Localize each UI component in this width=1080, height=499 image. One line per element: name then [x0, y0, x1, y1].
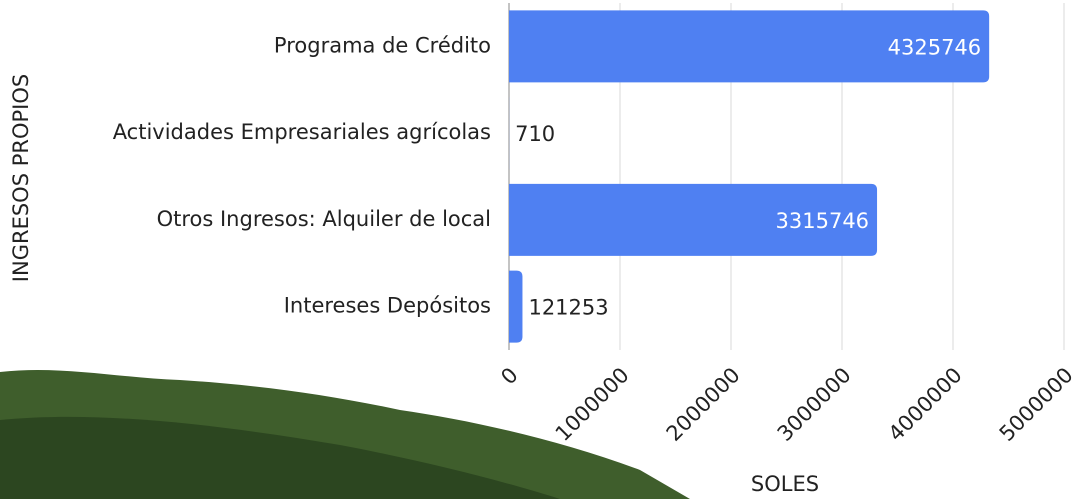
data-label: 121253	[528, 296, 608, 320]
y-axis-title: INGRESOS PROPIOS	[9, 74, 33, 282]
x-tick-label: 4000000	[884, 363, 967, 446]
x-tick-label: 3000000	[773, 363, 856, 446]
data-label: 710	[515, 122, 555, 146]
bar	[509, 271, 522, 343]
chart: SOLES INGRESOS PROPIOS 0 1000000 2000000 30…	[0, 0, 1080, 499]
x-tick-label: 5000000	[995, 363, 1078, 446]
x-axis-title: SOLES	[751, 472, 819, 496]
x-tick-label: 2000000	[662, 363, 745, 446]
x-tick-label: 1000000	[551, 363, 634, 446]
y-tick-label: Otros Ingresos: Alquiler de local	[157, 207, 491, 231]
y-tick-label: Intereses Depósitos	[284, 294, 491, 318]
x-tick-label: 0	[496, 363, 522, 389]
data-label: 4325746	[888, 35, 982, 59]
y-tick-label: Programa de Crédito	[274, 33, 491, 57]
y-tick-label: Actividades Empresariales agrícolas	[113, 120, 491, 144]
data-label: 3315746	[776, 209, 870, 233]
